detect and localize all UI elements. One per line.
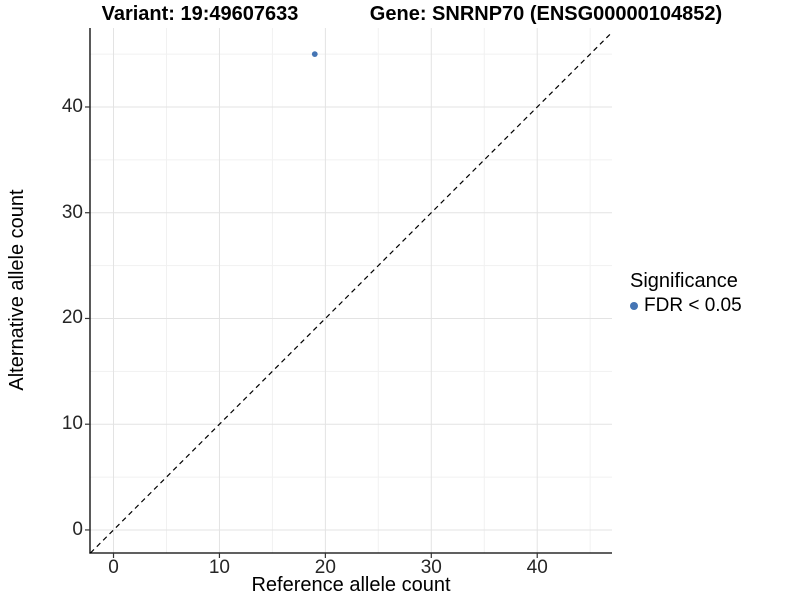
legend-label: FDR < 0.05 [644,295,742,316]
x-tick-label: 10 [208,557,231,578]
y-axis-label: Alternative allele count [6,189,28,391]
y-tick-label: 20 [61,307,83,329]
plot-title-variant: Variant: 19:49607633 [101,3,299,25]
legend-entry: FDR < 0.05 [630,294,742,317]
y-tick-label: 0 [72,518,83,540]
legend: Significance FDR < 0.05 [630,269,742,317]
y-tick-label: 10 [61,413,83,435]
x-tick-label: 20 [314,557,336,578]
x-tick-label: 40 [526,557,548,578]
x-tick-label: 30 [420,557,442,578]
plot-title-gene: Gene: SNRNP70 (ENSG00000104852) [369,3,723,25]
x-axis-label: Reference allele count [251,574,451,596]
legend-point-icon [630,301,638,310]
y-tick-label: 30 [61,201,83,223]
x-tick-label: 0 [108,557,119,578]
y-tick-label: 40 [61,95,83,117]
identity-line [89,31,613,554]
data-point [311,51,318,58]
legend-title: Significance [630,270,738,292]
